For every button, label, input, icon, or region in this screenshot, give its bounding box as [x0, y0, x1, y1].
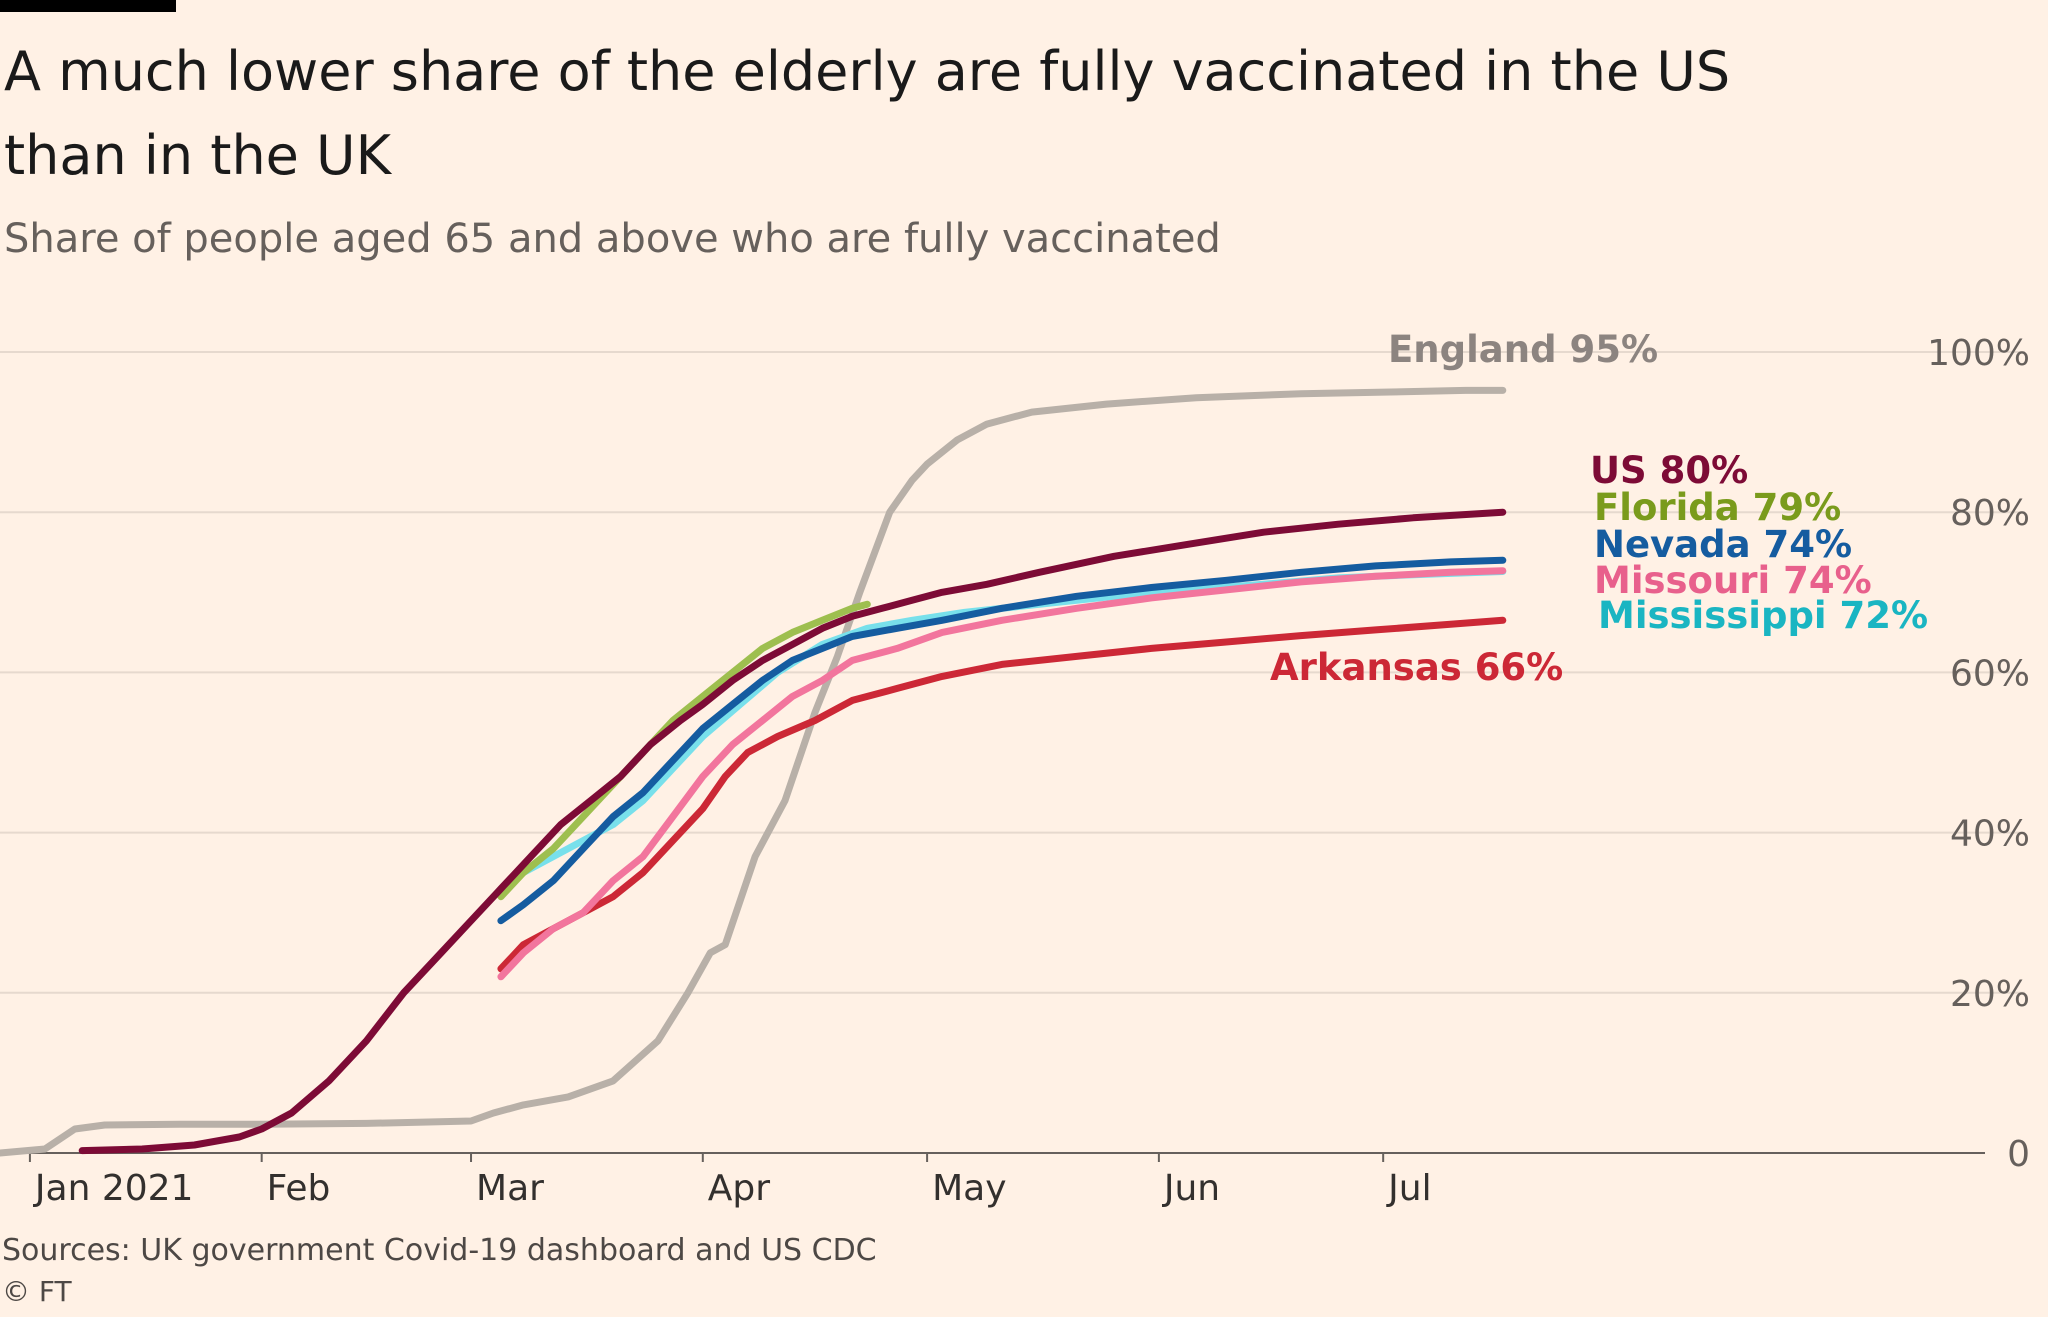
series-label-mississippi: Mississippi 72% — [1598, 594, 1928, 637]
series-label-nevada: Nevada 74% — [1594, 523, 1852, 566]
source-note: Sources: UK government Covid-19 dashboar… — [2, 1233, 877, 1268]
series-line-missouri — [497, 567, 1507, 981]
series-line-florida — [497, 600, 871, 901]
x-tick-label: Jun — [1162, 1168, 1220, 1209]
x-tick-label: Mar — [476, 1168, 544, 1209]
x-tick-label: Feb — [267, 1168, 331, 1209]
y-tick-label: 60% — [1950, 653, 2030, 694]
series-line-nevada — [497, 556, 1507, 925]
series-lines — [0, 386, 1507, 1157]
y-tick-label: 20% — [1950, 974, 2030, 1015]
series-label-england: England 95% — [1388, 328, 1658, 371]
y-tick-label: 0 — [2007, 1134, 2030, 1175]
x-tick-label: May — [932, 1168, 1006, 1209]
series-label-missouri: Missouri 74% — [1594, 559, 1872, 602]
series-labels: England 95% Arkansas 66% Mississippi 72%Mi… — [1270, 328, 1928, 689]
ft-top-bar — [0, 0, 176, 12]
y-axis-ticks: 0 20% 40% 60% 80% 100% — [1927, 333, 2030, 1175]
series-label-us: US 80% — [1590, 449, 1748, 492]
series-line-us — [78, 508, 1507, 1155]
chart-title: A much lower share of the elderly are fu… — [4, 40, 1731, 187]
x-tick-label: Jul — [1386, 1168, 1431, 1209]
x-axis: Jan 2021 Feb Mar Apr May Jun Jul — [0, 1152, 1985, 1209]
chart-subtitle: Share of people aged 65 and above who ar… — [4, 216, 1221, 262]
y-tick-label: 100% — [1927, 333, 2030, 374]
ft-credit: © FT — [2, 1275, 72, 1308]
y-tick-label: 80% — [1950, 493, 2030, 534]
series-line-england — [0, 386, 1507, 1157]
series-line-arkansas — [497, 616, 1507, 973]
y-tick-label: 40% — [1950, 814, 2030, 855]
series-label-florida: Florida 79% — [1594, 486, 1841, 529]
x-tick-label: Jan 2021 — [33, 1168, 194, 1209]
gridlines — [0, 351, 2025, 994]
series-label-arkansas: Arkansas 66% — [1270, 646, 1563, 689]
line-chart: 0 20% 40% 60% 80% 100% Jan 2021 Feb Mar Apr May Ju… — [0, 328, 2030, 1209]
x-tick-label: Apr — [708, 1168, 770, 1209]
